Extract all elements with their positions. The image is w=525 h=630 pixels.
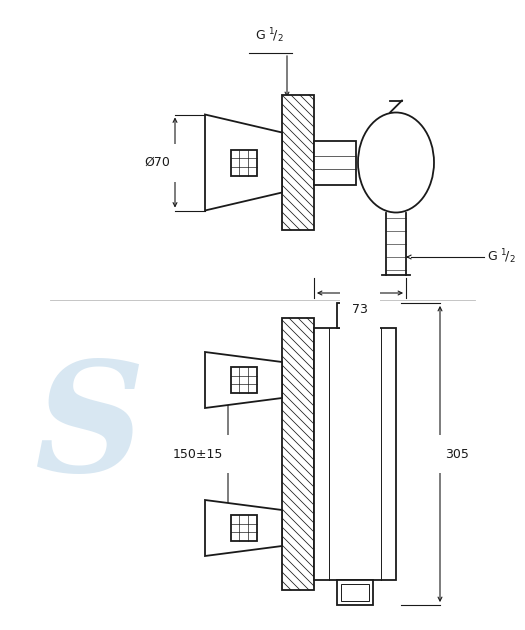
Text: 305: 305 [445,447,469,461]
Bar [230,515,257,541]
Polygon shape [205,500,282,556]
Ellipse shape [358,113,434,212]
Bar [314,328,396,580]
Polygon shape [205,115,282,210]
Bar [314,140,356,185]
Bar [341,307,369,324]
Text: Ø70: Ø70 [144,156,170,169]
Bar [282,318,314,590]
Polygon shape [205,352,282,408]
Bar [341,584,369,601]
Text: 150±15: 150±15 [173,447,223,461]
Bar [282,95,314,230]
Text: G $\mathregular{^1\!/_2}$: G $\mathregular{^1\!/_2}$ [255,26,284,45]
Bar [230,149,257,176]
Bar [230,367,257,393]
Bar [337,303,373,328]
Bar [337,580,373,605]
Text: 73: 73 [352,303,368,316]
Text: S: S [35,355,145,505]
Text: G $\mathregular{^1\!/_2}$: G $\mathregular{^1\!/_2}$ [487,248,516,266]
